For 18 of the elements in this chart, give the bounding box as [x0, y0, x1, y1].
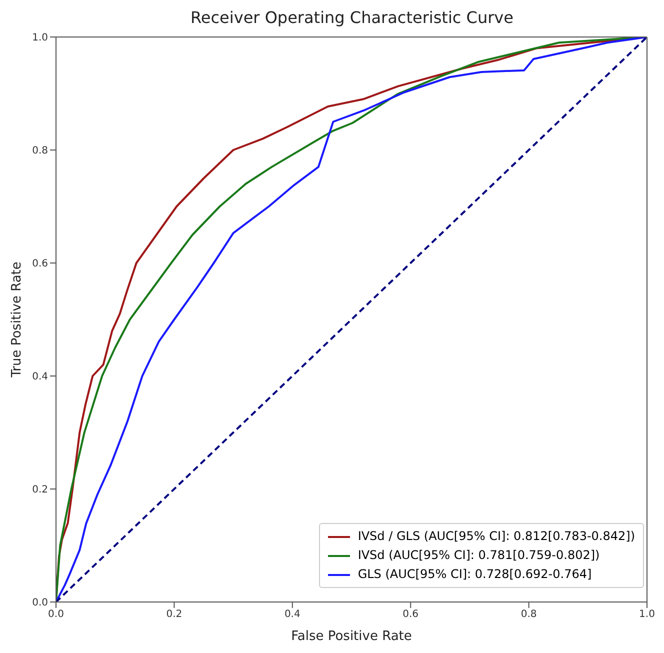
y-tick-label: 0.6 — [32, 258, 48, 270]
chart-title: Receiver Operating Characteristic Curve — [190, 8, 514, 28]
y-tick-label: 1.0 — [32, 32, 48, 44]
y-tick-label: 0.8 — [32, 146, 48, 157]
y-tick-label: 0.4 — [32, 372, 48, 383]
x-tick-label: 0.4 — [284, 609, 300, 620]
legend-label: IVSd / GLS (AUC[95% CI]: 0.812[0.783-0.842]) — [358, 528, 635, 545]
x-tick-label: 0.8 — [520, 609, 537, 620]
legend-label: GLS (AUC[95% CI]: 0.728[0.692-0.764] — [358, 566, 592, 583]
x-tick-label: 0.6 — [402, 609, 419, 620]
y-axis-title: True Positive Rate — [10, 262, 25, 378]
x-axis-title: False Positive Rate — [291, 629, 412, 644]
x-tick-label: 0.2 — [166, 609, 182, 620]
x-tick-label: 0.0 — [48, 609, 64, 620]
legend-label: IVSd (AUC[95% CI]: 0.781[0.759-0.802]) — [358, 547, 600, 564]
x-tick-label: 1.0 — [639, 609, 655, 620]
y-tick-label: 0.2 — [32, 484, 48, 496]
y-tick-label: 0.0 — [32, 598, 48, 609]
